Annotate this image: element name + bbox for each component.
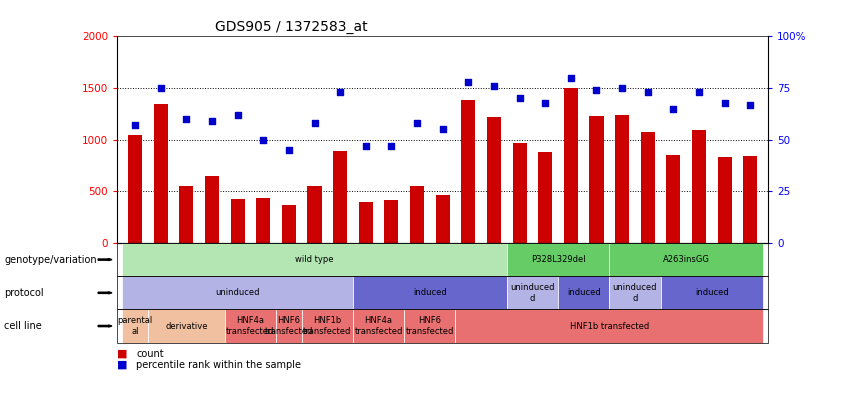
Point xyxy=(333,89,347,96)
Bar xyxy=(128,134,142,243)
Bar xyxy=(667,155,681,243)
Point xyxy=(205,118,219,124)
Text: HNF1b
transfected: HNF1b transfected xyxy=(303,316,352,336)
Point xyxy=(641,89,654,96)
Bar xyxy=(410,185,424,243)
Bar xyxy=(154,104,168,243)
Bar xyxy=(282,205,296,243)
Point xyxy=(589,87,603,94)
Text: percentile rank within the sample: percentile rank within the sample xyxy=(136,360,301,370)
Text: uninduced: uninduced xyxy=(215,288,260,297)
Point xyxy=(564,75,578,81)
Text: HNF4a
transfected: HNF4a transfected xyxy=(354,316,403,336)
Point xyxy=(256,136,270,143)
Bar xyxy=(205,176,219,243)
Bar xyxy=(461,100,476,243)
Text: HNF4a
transfected: HNF4a transfected xyxy=(227,316,274,336)
Bar xyxy=(256,198,270,243)
Bar xyxy=(692,130,706,243)
Point xyxy=(718,99,732,106)
Text: A263insGG: A263insGG xyxy=(663,255,710,264)
Text: uninduced
d: uninduced d xyxy=(510,283,555,303)
Bar xyxy=(589,116,603,243)
Text: induced: induced xyxy=(567,288,601,297)
Point xyxy=(385,143,398,149)
Text: GDS905 / 1372583_at: GDS905 / 1372583_at xyxy=(214,20,367,34)
Point xyxy=(743,101,757,108)
Point xyxy=(154,85,168,92)
Bar xyxy=(641,132,654,243)
Point xyxy=(231,112,245,118)
Bar xyxy=(333,151,347,243)
Bar xyxy=(385,200,398,243)
Bar xyxy=(615,115,629,243)
Point xyxy=(282,147,296,153)
Bar xyxy=(487,117,501,243)
Text: ■: ■ xyxy=(117,349,128,359)
Point xyxy=(180,116,194,122)
Bar xyxy=(512,143,527,243)
Bar xyxy=(307,186,321,243)
Text: wild type: wild type xyxy=(295,255,334,264)
Text: HNF1b transfected: HNF1b transfected xyxy=(569,322,649,330)
Point xyxy=(462,79,476,85)
Bar xyxy=(231,198,245,243)
Text: induced: induced xyxy=(695,288,728,297)
Point xyxy=(307,120,321,126)
Text: P328L329del: P328L329del xyxy=(530,255,585,264)
Text: HNF6
transfected: HNF6 transfected xyxy=(405,316,454,336)
Point xyxy=(667,106,681,112)
Point xyxy=(692,89,706,96)
Text: ■: ■ xyxy=(117,360,128,370)
Text: induced: induced xyxy=(413,288,447,297)
Point xyxy=(436,126,450,133)
Bar xyxy=(180,186,194,243)
Text: parental
al: parental al xyxy=(117,316,153,336)
Point xyxy=(513,95,527,102)
Bar xyxy=(538,152,552,243)
Point xyxy=(487,83,501,89)
Point xyxy=(358,143,372,149)
Text: genotype/variation: genotype/variation xyxy=(4,255,97,264)
Bar xyxy=(743,156,757,243)
Point xyxy=(538,99,552,106)
Bar xyxy=(436,196,450,243)
Text: derivative: derivative xyxy=(165,322,207,330)
Text: uninduced
d: uninduced d xyxy=(613,283,657,303)
Text: HNF6
transfected: HNF6 transfected xyxy=(265,316,313,336)
Bar xyxy=(564,88,578,243)
Text: protocol: protocol xyxy=(4,288,44,298)
Text: cell line: cell line xyxy=(4,321,42,331)
Text: count: count xyxy=(136,349,164,359)
Point xyxy=(615,85,629,92)
Bar xyxy=(718,157,732,243)
Point xyxy=(128,122,142,128)
Bar xyxy=(358,202,373,243)
Point xyxy=(410,120,424,126)
